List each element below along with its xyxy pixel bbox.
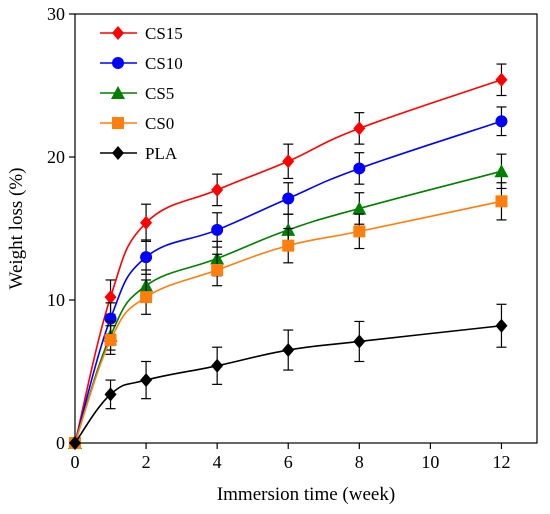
legend-marker [112,117,124,129]
data-point [494,164,509,178]
data-point [140,291,153,304]
data-point [495,195,508,208]
plot-frame [74,13,538,444]
data-point [495,115,508,128]
data-point [282,343,295,358]
data-point [282,154,295,169]
data-point [495,318,508,333]
y-axis-label: Weight loss (%) [6,168,27,290]
data-point [352,201,367,215]
data-point [140,373,153,388]
legend-item-cs5: CS5 [100,84,174,103]
x-tick-label: 6 [284,452,293,472]
series-cs0 [69,182,508,449]
legend: CS15 CS10 CS5 CS0 PLA [100,24,183,163]
data-point [353,162,366,175]
legend-item-cs0: CS0 [100,114,174,133]
data-point [211,182,224,197]
data-point [211,263,224,276]
data-point [104,290,117,305]
x-tick-label: 4 [213,452,222,472]
legend-marker [112,26,124,40]
x-tick-label: 8 [355,452,364,472]
legend-label: CS15 [145,24,183,43]
axis-ticks: 0 2 4 6 8 10 12 0 10 20 30 [47,4,510,472]
legend-label: CS5 [145,84,174,103]
data-point [211,358,224,373]
data-point [353,225,366,238]
legend-marker [112,57,124,69]
x-tick-label: 0 [71,452,80,472]
y-tick-label: 20 [47,147,65,167]
plot-area [68,63,509,450]
data-point [104,387,117,402]
legend-marker [111,86,125,99]
legend-item-cs10: CS10 [100,54,183,73]
data-point [211,223,224,236]
data-point [104,334,117,347]
x-tick-label: 12 [492,452,510,472]
data-point [282,192,295,205]
legend-item-pla: PLA [100,144,178,163]
legend-item-cs15: CS15 [100,24,183,43]
x-tick-label: 2 [142,452,151,472]
y-tick-label: 30 [47,4,65,24]
legend-label: CS10 [145,54,183,73]
legend-marker [112,146,124,160]
legend-label: PLA [145,144,178,163]
data-point [140,215,153,230]
x-axis-label: Immersion time (week) [217,484,395,505]
data-point [353,121,366,136]
y-tick-label: 0 [56,433,65,453]
data-point [353,334,366,349]
series-pla [69,303,508,450]
data-point [495,72,508,87]
y-tick-label: 10 [47,290,65,310]
data-point [140,251,153,264]
legend-label: CS0 [145,114,174,133]
series-cs15 [69,63,508,450]
data-point [282,239,295,252]
x-tick-label: 10 [421,452,439,472]
